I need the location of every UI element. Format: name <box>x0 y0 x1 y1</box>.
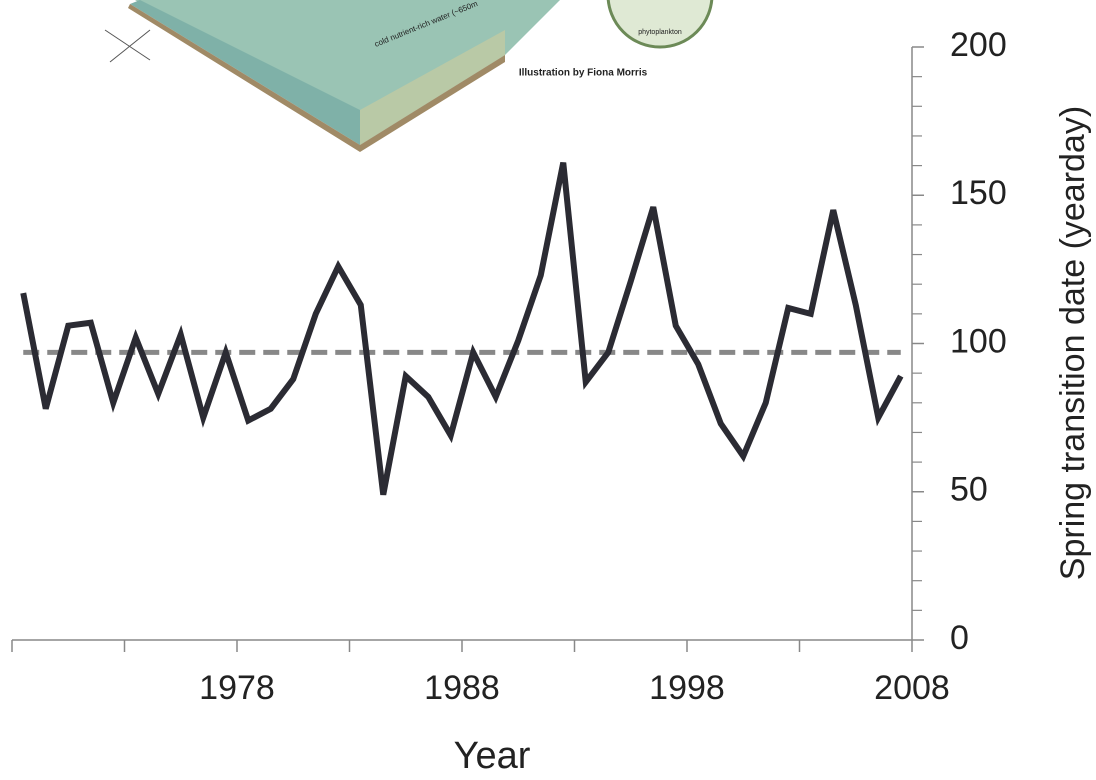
y-tick-label: 0 <box>950 619 969 657</box>
compass <box>105 30 150 62</box>
chart: cold nutrient-rich water (~650m Illustra… <box>0 0 1096 780</box>
x-tick-label: 1998 <box>649 669 725 707</box>
inset-circle <box>608 0 712 47</box>
inset-label: phytoplankton <box>638 29 682 36</box>
x-tick-label: 2008 <box>874 669 950 707</box>
y-tick-label: 50 <box>950 471 988 509</box>
y-axis-label: Spring transition date (yearday) <box>1054 106 1092 580</box>
credit: Illustration by Fiona Morris <box>519 68 648 79</box>
x-tick-label: 1978 <box>199 669 275 707</box>
x-axis-label: Year <box>454 735 531 777</box>
x-tick-label: 1988 <box>424 669 500 707</box>
line <box>23 163 901 495</box>
y-tick-label: 100 <box>950 322 1007 360</box>
y-tick-label: 200 <box>950 26 1007 64</box>
y-tick-label: 150 <box>950 174 1007 212</box>
